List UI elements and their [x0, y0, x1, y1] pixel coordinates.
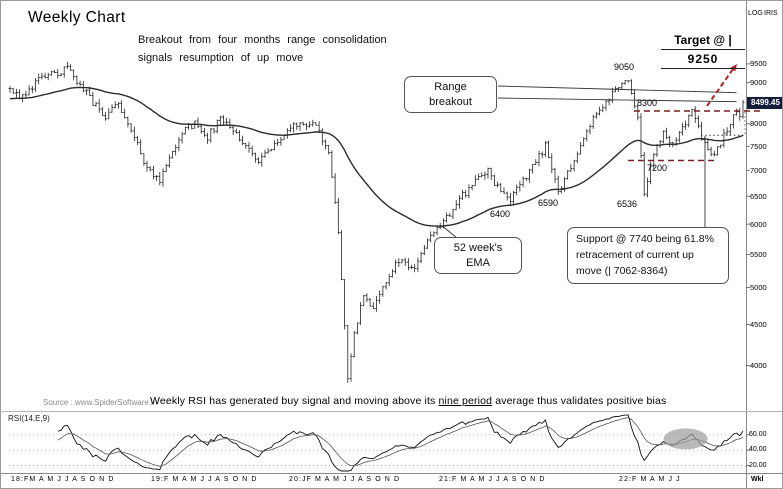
- price-annotation: 6536: [617, 199, 638, 209]
- price-annotation: 7200: [647, 163, 668, 173]
- target-label: Target @ |: [661, 33, 745, 50]
- breakout-annotation-line1: Breakout from four months range consolid…: [138, 34, 387, 46]
- price-annotation: 9050: [614, 62, 635, 72]
- breakout-annotation-line2: signals resumption of up move: [138, 52, 304, 64]
- y-axis-tick-label: 4000: [750, 360, 767, 370]
- rsi-note-prefix: Weekly RSI has generated buy signal and …: [150, 395, 439, 407]
- source-credit: Source : www.SpiderSoftware.in: [43, 398, 158, 407]
- range-breakout-line2: breakout: [429, 95, 472, 108]
- timeframe-label: Wkl: [751, 476, 764, 483]
- ema-callout-line1: 52 week's: [453, 242, 503, 254]
- rsi-note-underline: nine period: [438, 395, 493, 407]
- support-callout-line1: Support @ 7740 being 61.8%: [576, 233, 714, 245]
- rsi-note: Weekly RSI has generated buy signal and …: [150, 395, 666, 407]
- x-axis-label: 19:F M A M J J A S O N D: [151, 476, 258, 483]
- price-annotation: 6590: [538, 198, 559, 208]
- y-axis-tick-label: 6000: [750, 219, 767, 229]
- product-name-label: IRIS: [764, 10, 778, 17]
- rsi-tick-label: 20.00: [749, 461, 767, 469]
- y-axis-tick-label: 5000: [750, 283, 767, 293]
- ema-callout-line2: EMA: [466, 256, 490, 269]
- y-axis-tick-label: 9500: [750, 59, 767, 69]
- y-axis-tick-label: 8000: [750, 119, 767, 129]
- y-axis-tick-label: 9000: [750, 78, 767, 88]
- support-callout: Support @ 7740 being 61.8% retracement o…: [567, 227, 729, 285]
- range-breakout-line1: Range: [434, 81, 467, 93]
- rsi-tick-label: 60.00: [749, 430, 767, 438]
- rsi-indicator-label: RSI(14,E,9): [8, 414, 50, 423]
- rsi-tick-label: 40.00: [749, 446, 767, 454]
- x-axis-label: 22:F M A M J J: [619, 476, 681, 483]
- support-callout-line3: move (| 7062-8364): [576, 264, 668, 277]
- y-axis-tick-label: 7000: [750, 165, 767, 175]
- last-price-badge: 8499.45: [747, 97, 782, 109]
- y-axis-tick-label: 4500: [750, 319, 767, 329]
- y-axis-tick-label: 7500: [750, 141, 767, 151]
- x-axis-label: 21:F M A M J J A S O N D: [439, 476, 546, 483]
- support-callout-line2: retracement of current up: [576, 248, 694, 261]
- x-axis-label: 20:JF M A M J J A S O N D: [289, 476, 401, 483]
- y-axis-tick-label: 5500: [750, 249, 767, 259]
- x-axis-label: 18:FM A M J J A S O N D: [11, 476, 115, 483]
- ema-callout: 52 week's EMA: [434, 237, 522, 275]
- log-scale-label[interactable]: LOG: [748, 10, 763, 17]
- price-annotation: 6400: [490, 209, 511, 219]
- target-value: 9250: [661, 50, 745, 69]
- price-annotation: 8300: [637, 98, 658, 108]
- range-breakout-callout: Range breakout: [404, 76, 497, 114]
- target-annotation: Target @ | 9250: [661, 33, 745, 69]
- page-title: Weekly Chart: [28, 9, 126, 26]
- breakout-annotation: Breakout from four months range consolid…: [138, 31, 387, 67]
- rsi-note-suffix: average thus validates positive bias: [492, 395, 667, 407]
- y-axis-tick-label: 6500: [750, 191, 767, 201]
